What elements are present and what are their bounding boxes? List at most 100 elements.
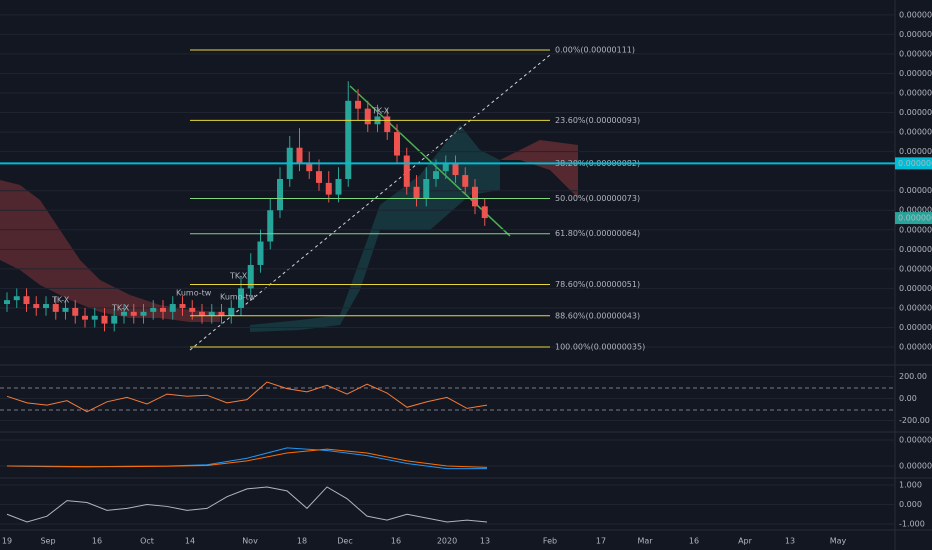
candle-body — [130, 311, 137, 316]
y-tick-label: -200.00 — [899, 416, 930, 425]
indicator-line — [6, 448, 488, 468]
x-tick-label: 13 — [480, 537, 490, 546]
x-tick-label: Mar — [637, 537, 653, 546]
y-tick-label: 0.00000035 — [899, 343, 932, 352]
y-tick-label: 0.00000090 — [899, 128, 932, 137]
candle-body — [394, 132, 400, 156]
candle-body — [345, 100, 352, 179]
indicator-line — [6, 381, 488, 413]
y-tick-label: 0.00000070 — [899, 206, 932, 215]
price-box — [895, 157, 932, 170]
candle-body — [121, 311, 127, 316]
y-tick-label: 0.00000095 — [899, 108, 932, 117]
price-box-label: 0.00000082 — [898, 159, 932, 168]
x-tick-label: Nov — [242, 537, 258, 546]
candle-body — [413, 186, 420, 199]
cloud-red — [500, 140, 578, 198]
candle-body — [150, 307, 157, 312]
y-tick-label: 0.00000010 — [899, 436, 932, 445]
x-tick-label: 13 — [785, 537, 795, 546]
price-box-label: 0.00000068 — [898, 214, 932, 223]
candle-body — [316, 171, 322, 183]
candle-body — [208, 311, 215, 316]
candle-body — [296, 147, 303, 164]
candle-body — [306, 163, 313, 172]
y-tick-label: 0.00000105 — [899, 69, 932, 78]
annotation: TK-X — [51, 296, 70, 305]
x-tick-label: 16 — [391, 537, 401, 546]
candle-body — [62, 307, 69, 312]
y-tick-label: 0.00000115 — [899, 30, 932, 39]
y-tick-label: 0.00000075 — [899, 186, 932, 195]
candle-body — [33, 304, 40, 308]
price-box — [895, 212, 932, 225]
annotation: Kumo-tw — [220, 293, 256, 302]
x-tick-label: 16 — [92, 537, 102, 546]
candle-body — [238, 288, 244, 308]
annotation: Kumo-tw — [176, 289, 212, 298]
candle-body — [43, 304, 49, 308]
candle-body — [481, 206, 488, 219]
candle-body — [423, 178, 430, 199]
candle-body — [179, 304, 186, 308]
y-tick-label: 0.00 — [899, 394, 917, 403]
annotation: TK-X — [229, 272, 248, 281]
candle-body — [52, 304, 59, 312]
candle-body — [169, 304, 176, 312]
indicator-line — [6, 447, 487, 470]
y-tick-label: 200.00 — [899, 372, 927, 381]
candle-body — [364, 108, 371, 125]
fib-label: 61.80%(0.00000064) — [555, 229, 640, 238]
candle-body — [452, 163, 459, 176]
x-tick-label: 16 — [689, 537, 699, 546]
fib-label: 50.00%(0.00000073) — [555, 194, 640, 203]
candle-body — [442, 163, 449, 172]
y-tick-label: 0.00000055 — [899, 264, 932, 273]
y-tick-label: 0.00000120 — [899, 10, 932, 19]
candle-body — [247, 264, 254, 289]
candle-body — [433, 171, 439, 179]
fib-label: 23.60%(0.00000093) — [555, 116, 640, 125]
candle-body — [403, 155, 410, 187]
candle-body — [111, 315, 118, 324]
fib-label: 78.60%(0.00000051) — [555, 280, 640, 289]
y-tick-label: 0.000 — [899, 500, 922, 509]
x-tick-label: 19 — [2, 537, 12, 546]
y-tick-label: 0.00000050 — [899, 284, 932, 293]
candle-body — [277, 178, 283, 211]
y-tick-label: 0.00000100 — [899, 89, 932, 98]
x-tick-label: 17 — [596, 537, 606, 546]
x-tick-label: Sep — [40, 537, 55, 546]
candle-body — [257, 241, 264, 265]
candle-body — [462, 175, 469, 187]
candle-body — [472, 186, 478, 207]
x-tick-label: May — [830, 537, 847, 546]
x-tick-label: Oct — [140, 537, 154, 546]
x-tick-label: Feb — [543, 537, 557, 546]
candle-body — [101, 315, 108, 324]
indicator-line — [6, 486, 488, 523]
y-tick-label: 0.00000065 — [899, 225, 932, 234]
y-tick-label: 1.000 — [899, 481, 922, 490]
annotation: TK-X — [371, 107, 390, 116]
candle-body — [160, 307, 166, 312]
x-tick-label: Apr — [738, 537, 753, 546]
candle-body — [325, 182, 332, 195]
candle-body — [384, 116, 391, 133]
y-tick-label: 0.00000000 — [899, 462, 932, 471]
x-tick-label: 14 — [185, 537, 195, 546]
y-tick-label: -1.000 — [899, 519, 925, 528]
candle-body — [4, 300, 10, 305]
candle-body — [355, 100, 361, 109]
y-tick-label: 0.00000110 — [899, 49, 932, 58]
y-tick-label: 0.00000045 — [899, 303, 932, 312]
x-tick-label: 2020 — [437, 537, 457, 546]
candle-body — [72, 307, 79, 316]
x-tick-label: Dec — [337, 537, 352, 546]
fib-label: 100.00%(0.00000035) — [555, 343, 645, 352]
y-tick-label: 0.00000085 — [899, 147, 932, 156]
cloud-red — [0, 180, 220, 322]
fib-label: 88.60%(0.00000043) — [555, 311, 640, 320]
candle-body — [91, 315, 98, 320]
